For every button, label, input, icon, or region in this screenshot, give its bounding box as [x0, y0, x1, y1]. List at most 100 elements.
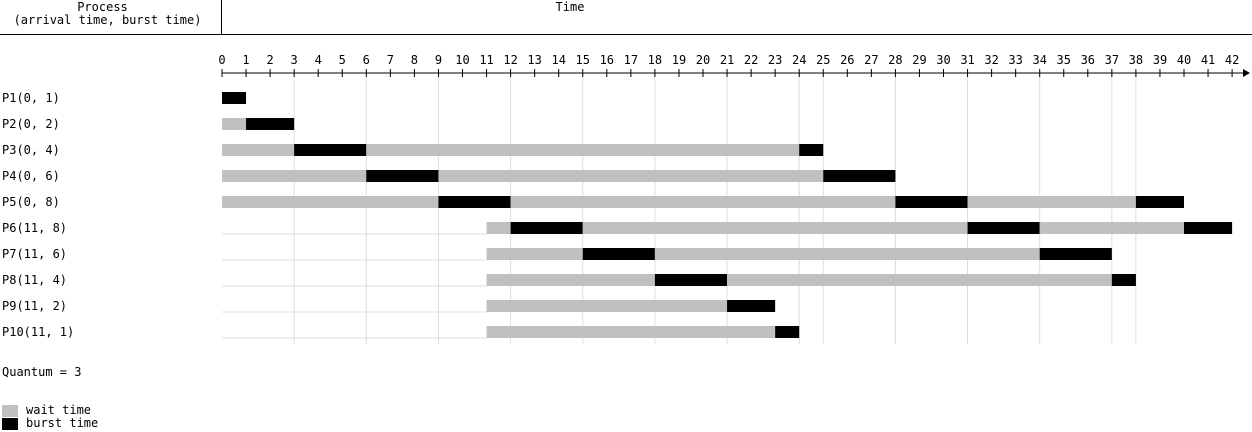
legend-burst-swatch — [2, 418, 18, 430]
tick-label-23: 23 — [768, 53, 782, 67]
burst-segment — [823, 170, 896, 182]
burst-segment — [222, 92, 247, 104]
tick-label-32: 32 — [984, 53, 998, 67]
legend-burst-label: burst time — [26, 416, 99, 430]
tick-label-37: 37 — [1105, 53, 1119, 67]
burst-segment — [438, 196, 511, 208]
tick-label-38: 38 — [1129, 53, 1143, 67]
quantum-label: Quantum = 3 — [2, 365, 82, 379]
burst-segment — [510, 222, 583, 234]
time-column-header: Time — [555, 0, 585, 14]
burst-segment — [967, 222, 1040, 234]
wait-segment — [222, 118, 247, 130]
burst-segment — [799, 144, 824, 156]
gridlines — [293, 73, 1137, 344]
process-label: P10(11, 1) — [2, 325, 74, 339]
wait-segment — [438, 170, 824, 182]
tick-label-28: 28 — [888, 53, 902, 67]
tick-label-19: 19 — [672, 53, 686, 67]
process-column-header: Process — [77, 0, 128, 14]
process-label: P8(11, 4) — [2, 273, 67, 287]
tick-label-42: 42 — [1225, 53, 1239, 67]
wait-segment — [486, 326, 776, 338]
wait-segment — [486, 248, 583, 260]
tick-label-5: 5 — [339, 53, 346, 67]
wait-segment — [582, 222, 968, 234]
wait-segment — [366, 144, 800, 156]
tick-label-3: 3 — [291, 53, 298, 67]
tick-label-13: 13 — [527, 53, 541, 67]
tick-label-18: 18 — [648, 53, 662, 67]
tick-label-25: 25 — [816, 53, 830, 67]
tick-label-36: 36 — [1081, 53, 1095, 67]
tick-label-21: 21 — [720, 53, 734, 67]
wait-segment — [222, 170, 367, 182]
burst-segment — [895, 196, 968, 208]
wait-segment — [486, 222, 511, 234]
tick-label-15: 15 — [576, 53, 590, 67]
tick-label-20: 20 — [696, 53, 710, 67]
wait-segment — [1039, 222, 1184, 234]
process-rows: P1(0, 1) P2(0, 2) P3(0, 4) P4(0, 6) P5(0, 8)… — [2, 91, 1233, 339]
burst-segment — [1184, 222, 1233, 234]
burst-segment — [1135, 196, 1184, 208]
burst-segment — [294, 144, 367, 156]
burst-segment — [366, 170, 439, 182]
tick-label-4: 4 — [315, 53, 322, 67]
tick-label-11: 11 — [479, 53, 493, 67]
burst-segment — [654, 274, 728, 286]
tick-label-16: 16 — [600, 53, 614, 67]
tick-label-41: 41 — [1201, 53, 1215, 67]
tick-label-30: 30 — [936, 53, 950, 67]
tick-label-39: 39 — [1153, 53, 1167, 67]
wait-segment — [727, 274, 1112, 286]
axis-arrow — [1243, 69, 1250, 77]
process-column-subheader: (arrival time, burst time) — [13, 13, 202, 27]
process-label: P4(0, 6) — [2, 169, 60, 183]
time-axis: 0 1 2 3 4 5 6 7 8 9 10 11 12 13 14 15 16 17 18 19 20 21 22 23 24… — [218, 53, 1250, 77]
burst-segment — [775, 326, 800, 338]
gantt-chart: 0 1 2 3 4 5 6 7 8 9 10 11 12 13 14 15 16 17 18 19 20 21 22 23 24… — [2, 53, 1250, 344]
tick-label-17: 17 — [624, 53, 638, 67]
tick-label-14: 14 — [551, 53, 565, 67]
tick-label-31: 31 — [960, 53, 974, 67]
wait-segment — [222, 196, 439, 208]
wait-segment — [510, 196, 896, 208]
wait-segment — [222, 144, 295, 156]
tick-label-26: 26 — [840, 53, 854, 67]
tick-label-35: 35 — [1057, 53, 1071, 67]
burst-segment — [246, 118, 295, 130]
burst-segment — [582, 248, 655, 260]
tick-label-0: 0 — [218, 53, 225, 67]
tick-label-33: 33 — [1008, 53, 1022, 67]
process-label: P3(0, 4) — [2, 143, 60, 157]
tick-label-6: 6 — [363, 53, 370, 67]
process-label: P2(0, 2) — [2, 117, 60, 131]
tick-label-9: 9 — [435, 53, 442, 67]
tick-label-2: 2 — [266, 53, 273, 67]
burst-segment — [1111, 274, 1136, 286]
burst-segment — [727, 300, 776, 312]
process-label: P5(0, 8) — [2, 195, 60, 209]
legend-wait-label: wait time — [26, 403, 92, 417]
wait-segment — [486, 300, 728, 312]
process-label: P9(11, 2) — [2, 299, 67, 313]
header-divider — [221, 0, 222, 34]
tick-label-34: 34 — [1032, 53, 1046, 67]
wait-segment — [967, 196, 1136, 208]
tick-label-24: 24 — [792, 53, 806, 67]
tick-label-8: 8 — [411, 53, 418, 67]
tick-label-12: 12 — [503, 53, 517, 67]
wait-segment — [654, 248, 1040, 260]
tick-label-29: 29 — [912, 53, 926, 67]
process-label: P7(11, 6) — [2, 247, 67, 261]
tick-label-40: 40 — [1177, 53, 1191, 67]
tick-label-22: 22 — [744, 53, 758, 67]
burst-segment — [1039, 248, 1112, 260]
tick-label-1: 1 — [242, 53, 249, 67]
tick-label-10: 10 — [455, 53, 469, 67]
tick-label-7: 7 — [387, 53, 394, 67]
header-row: Process (arrival time, burst time) Time — [0, 0, 1252, 35]
tick-label-27: 27 — [864, 53, 878, 67]
legend-wait-swatch — [2, 405, 18, 417]
